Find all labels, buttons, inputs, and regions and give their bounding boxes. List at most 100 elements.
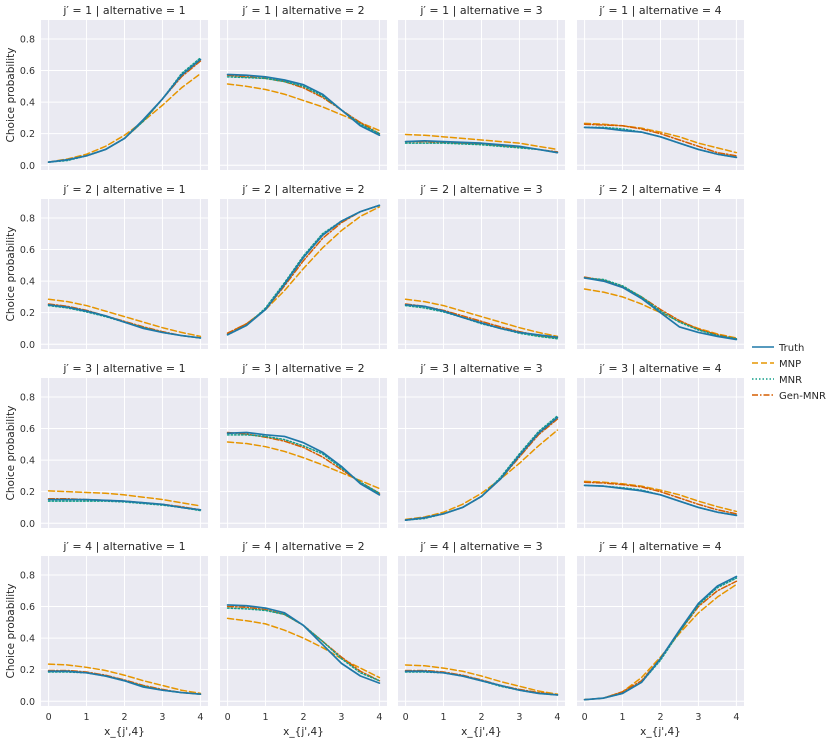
panel-title: j′ = 1 | alternative = 2 [241, 4, 364, 17]
panel-title: j′ = 2 | alternative = 2 [241, 183, 364, 196]
series-line-truth [47, 670, 202, 696]
y-tick-label: 0.0 [20, 697, 35, 708]
legend-label-mnp: MNP [779, 359, 801, 370]
facet-panel: j′ = 2 | alternative = 2 [220, 183, 387, 349]
panel-title: j′ = 4 | alternative = 3 [419, 540, 542, 553]
facet-panel: j′ = 3 | alternative = 1 0.0 0.2 0.4 0.6 0.8C… [5, 362, 208, 530]
x-axis-label: x_{j',4} [283, 726, 324, 738]
x-tick-label: 1 [84, 712, 90, 723]
series-line-truth [404, 139, 559, 154]
x-tick-label: 3 [695, 712, 701, 723]
y-tick-label: 0.8 [20, 213, 35, 224]
legend-label-gen-mnr: Gen-MNR [779, 391, 826, 402]
panel-title: j′ = 4 | alternative = 2 [241, 540, 364, 553]
facet-panel: j′ = 4 | alternative = 2 0 1 2 3 4 x_{j',4} [220, 540, 387, 738]
panel-title: j′ = 1 | alternative = 1 [62, 4, 185, 17]
series-line-truth [226, 431, 381, 496]
series-line-mnp [47, 490, 202, 507]
x-tick-label: 2 [300, 712, 306, 723]
panel-title: j′ = 4 | alternative = 1 [62, 540, 185, 553]
panel-title: j′ = 1 | alternative = 3 [419, 4, 542, 17]
x-tick-label: 1 [263, 712, 269, 723]
y-tick-label: 0.4 [20, 277, 35, 288]
x-tick-label: 2 [478, 712, 484, 723]
facet-panel: j′ = 1 | alternative = 3 [398, 4, 565, 170]
x-tick-label: 4 [376, 712, 382, 723]
panel-title: j′ = 3 | alternative = 4 [598, 362, 721, 375]
series-line-mnp [583, 122, 738, 154]
y-tick-label: 0.8 [20, 570, 35, 581]
x-tick-label: 3 [338, 712, 344, 723]
panel-title: j′ = 1 | alternative = 4 [598, 4, 721, 17]
series-line-mnp [583, 583, 738, 701]
series-line-truth [583, 484, 738, 517]
series-line-truth [583, 126, 738, 159]
facet-panel: j′ = 2 | alternative = 4 [577, 183, 744, 349]
y-tick-label: 0.8 [20, 392, 35, 403]
series-line-mnp [404, 664, 559, 695]
x-axis-label: x_{j',4} [640, 726, 681, 738]
panel-title: j′ = 3 | alternative = 3 [419, 362, 542, 375]
series-line-mnr [226, 607, 381, 682]
x-tick-label: 0 [46, 712, 52, 723]
series-line-gen-mnr [583, 481, 738, 515]
x-tick-label: 1 [620, 712, 626, 723]
facet-panel: j′ = 3 | alternative = 4 [577, 362, 744, 528]
legend-label-mnr: MNR [779, 375, 802, 386]
x-axis-label: x_{j',4} [461, 726, 502, 738]
series-line-mnp [47, 72, 202, 163]
x-tick-label: 1 [441, 712, 447, 723]
panel-title: j′ = 4 | alternative = 4 [598, 540, 721, 553]
y-tick-label: 0.4 [20, 456, 35, 467]
x-tick-label: 3 [159, 712, 165, 723]
series-line-truth [404, 303, 559, 339]
facet-panel: j′ = 3 | alternative = 3 [398, 362, 565, 528]
y-tick-label: 0.6 [20, 602, 35, 613]
series-line-mnr [583, 277, 738, 340]
x-tick-label: 2 [657, 712, 663, 723]
facet-panel: j′ = 3 | alternative = 2 [220, 362, 387, 528]
series-line-mnp [404, 298, 559, 338]
y-tick-label: 0.0 [20, 161, 35, 172]
facet-panel: j′ = 2 | alternative = 1 0.0 0.2 0.4 0.6 0.8C… [5, 183, 208, 351]
y-tick-label: 0.6 [20, 424, 35, 435]
series-line-truth [226, 204, 381, 336]
facet-panel: j′ = 1 | alternative = 1 0.0 0.2 0.4 0.6 0.8C… [5, 4, 208, 172]
series-line-truth [404, 416, 559, 521]
facet-panel: j′ = 4 | alternative = 4 0 1 2 3 4 x_{j',4} [577, 540, 744, 738]
legend: Truth MNP MNR Gen-MNR [752, 343, 826, 402]
y-axis-label: Choice probability [5, 584, 17, 679]
series-line-mnp [404, 133, 559, 151]
x-tick-label: 2 [121, 712, 127, 723]
series-line-gen-mnr [583, 123, 738, 157]
series-line-mnp [583, 480, 738, 513]
x-tick-label: 4 [197, 712, 203, 723]
series-line-gen-mnr [226, 605, 381, 682]
panel-title: j′ = 2 | alternative = 4 [598, 183, 721, 196]
series-line-truth [404, 670, 559, 696]
panel-title: j′ = 2 | alternative = 1 [62, 183, 185, 196]
facet-panel: j′ = 1 | alternative = 2 [220, 4, 387, 170]
x-tick-label: 0 [582, 712, 588, 723]
series-line-truth [583, 277, 738, 341]
y-tick-label: 0.8 [20, 34, 35, 45]
y-tick-label: 0.0 [20, 340, 35, 351]
x-tick-label: 4 [733, 712, 739, 723]
y-tick-label: 0.2 [20, 487, 35, 498]
facet-panel: j′ = 4 | alternative = 3 0 1 2 3 4 x_{j',4} [398, 540, 565, 738]
y-tick-label: 0.4 [20, 634, 35, 645]
series-line-truth [226, 604, 381, 684]
series-line-mnp [47, 663, 202, 695]
series-line-mnp [47, 298, 202, 338]
x-tick-label: 3 [516, 712, 522, 723]
y-tick-label: 0.2 [20, 665, 35, 676]
x-tick-label: 0 [403, 712, 409, 723]
y-tick-label: 0.6 [20, 66, 35, 77]
x-tick-label: 4 [554, 712, 560, 723]
series-line-truth [47, 58, 202, 163]
series-line-truth [47, 498, 202, 511]
y-axis-label: Choice probability [5, 406, 17, 501]
series-line-truth [583, 575, 738, 701]
panel-title: j′ = 2 | alternative = 3 [419, 183, 542, 196]
